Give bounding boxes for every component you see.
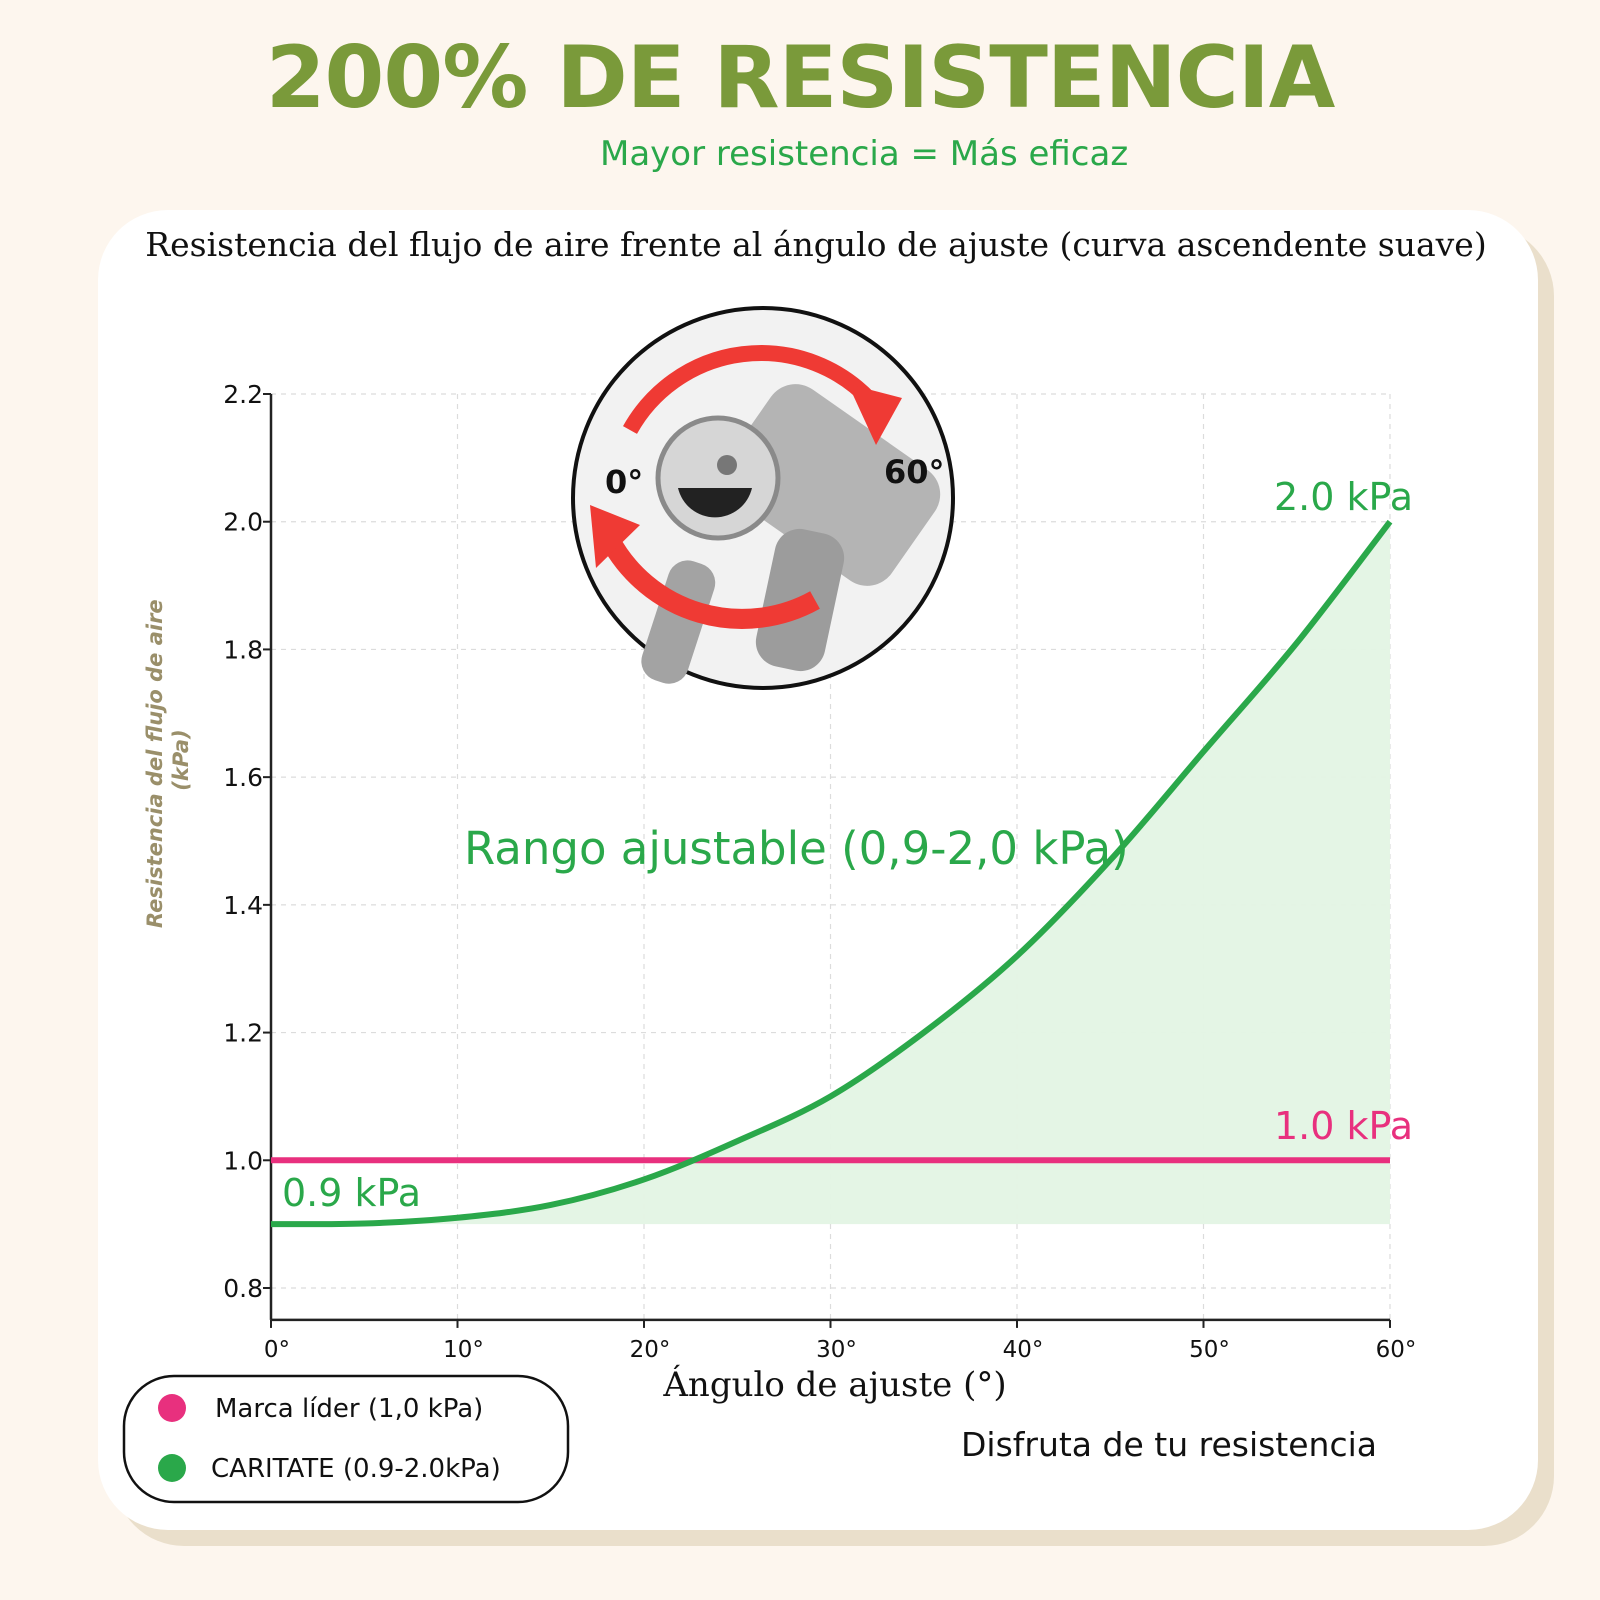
y-tick-label: 1.2 — [223, 1019, 263, 1048]
legend-marker-green — [158, 1454, 186, 1482]
rotate-arrowhead-top-icon — [848, 384, 902, 445]
x-tick-label: 50° — [1189, 1337, 1230, 1363]
rotate-arrow-bottom-icon — [601, 535, 820, 629]
legend: Marca líder (1,0 kPa) CARITATE (0.9-2.0k… — [122, 1374, 570, 1504]
dial-end-label: 60° — [884, 453, 945, 491]
x-tick-label: 60° — [1376, 1337, 1417, 1363]
page-subtitle: Mayor resistencia = Más eficaz — [600, 134, 1129, 174]
chart-title: Resistencia del flujo de aire frente al … — [145, 225, 1486, 264]
x-axis-label: Ángulo de ajuste (°) — [662, 1364, 1006, 1405]
page-title: 200% DE RESISTENCIA — [265, 28, 1336, 128]
nozzle-aperture-icon — [678, 488, 752, 518]
x-tick-label: 0° — [264, 1337, 290, 1363]
y-tick-label: 2.0 — [223, 508, 263, 537]
x-tick-label: 40° — [1003, 1337, 1044, 1363]
legend-marker-pink — [158, 1394, 186, 1422]
nozzle-body-icon — [722, 384, 941, 586]
nozzle-arm-icon — [641, 560, 716, 684]
legend-item-caritate: CARITATE (0.9-2.0kPa) — [211, 1454, 501, 1484]
nozzle-screw-icon — [717, 455, 737, 475]
y-tick-label: 1.8 — [223, 635, 263, 664]
footer-note: Disfruta de tu resistencia — [961, 1425, 1377, 1464]
x-ticks: 0° 10° 20° 30° 40° 50° 60° — [264, 1319, 1417, 1363]
annotation-leader: 1.0 kPa — [1274, 1104, 1413, 1148]
annotation-end: 2.0 kPa — [1274, 475, 1413, 519]
x-tick-label: 20° — [630, 1337, 671, 1363]
series-line-caritate — [270, 519, 1393, 1228]
y-tick-label: 1.0 — [223, 1146, 263, 1175]
y-tick-label: 1.6 — [223, 763, 263, 792]
rotate-arrowhead-bottom-icon — [590, 505, 640, 568]
y-tick-label: 2.2 — [223, 380, 263, 409]
dial-illustration: 0° 60° — [571, 306, 955, 690]
x-tick-label: 30° — [816, 1337, 857, 1363]
rotate-arrow-top-icon — [623, 345, 876, 434]
y-axis-label: Resistencia del flujo de aire (kPa) — [143, 592, 193, 928]
dial-start-label: 0° — [605, 463, 643, 501]
annotation-start: 0.9 kPa — [282, 1171, 421, 1215]
x-tick-label: 10° — [443, 1337, 484, 1363]
y-tick-label: 0.8 — [223, 1274, 263, 1303]
nozzle-opening-icon — [655, 415, 781, 541]
y-tick-label: 1.4 — [223, 891, 263, 920]
annotation-range: Rango ajustable (0,9-2,0 kPa) — [464, 822, 1129, 875]
y-ticks: 0.8 1.0 1.2 1.4 1.6 1.8 2.0 2.2 — [223, 380, 271, 1303]
adjustable-range-fill — [271, 521, 1390, 1225]
legend-item-marca-lider: Marca líder (1,0 kPa) — [215, 1394, 483, 1424]
